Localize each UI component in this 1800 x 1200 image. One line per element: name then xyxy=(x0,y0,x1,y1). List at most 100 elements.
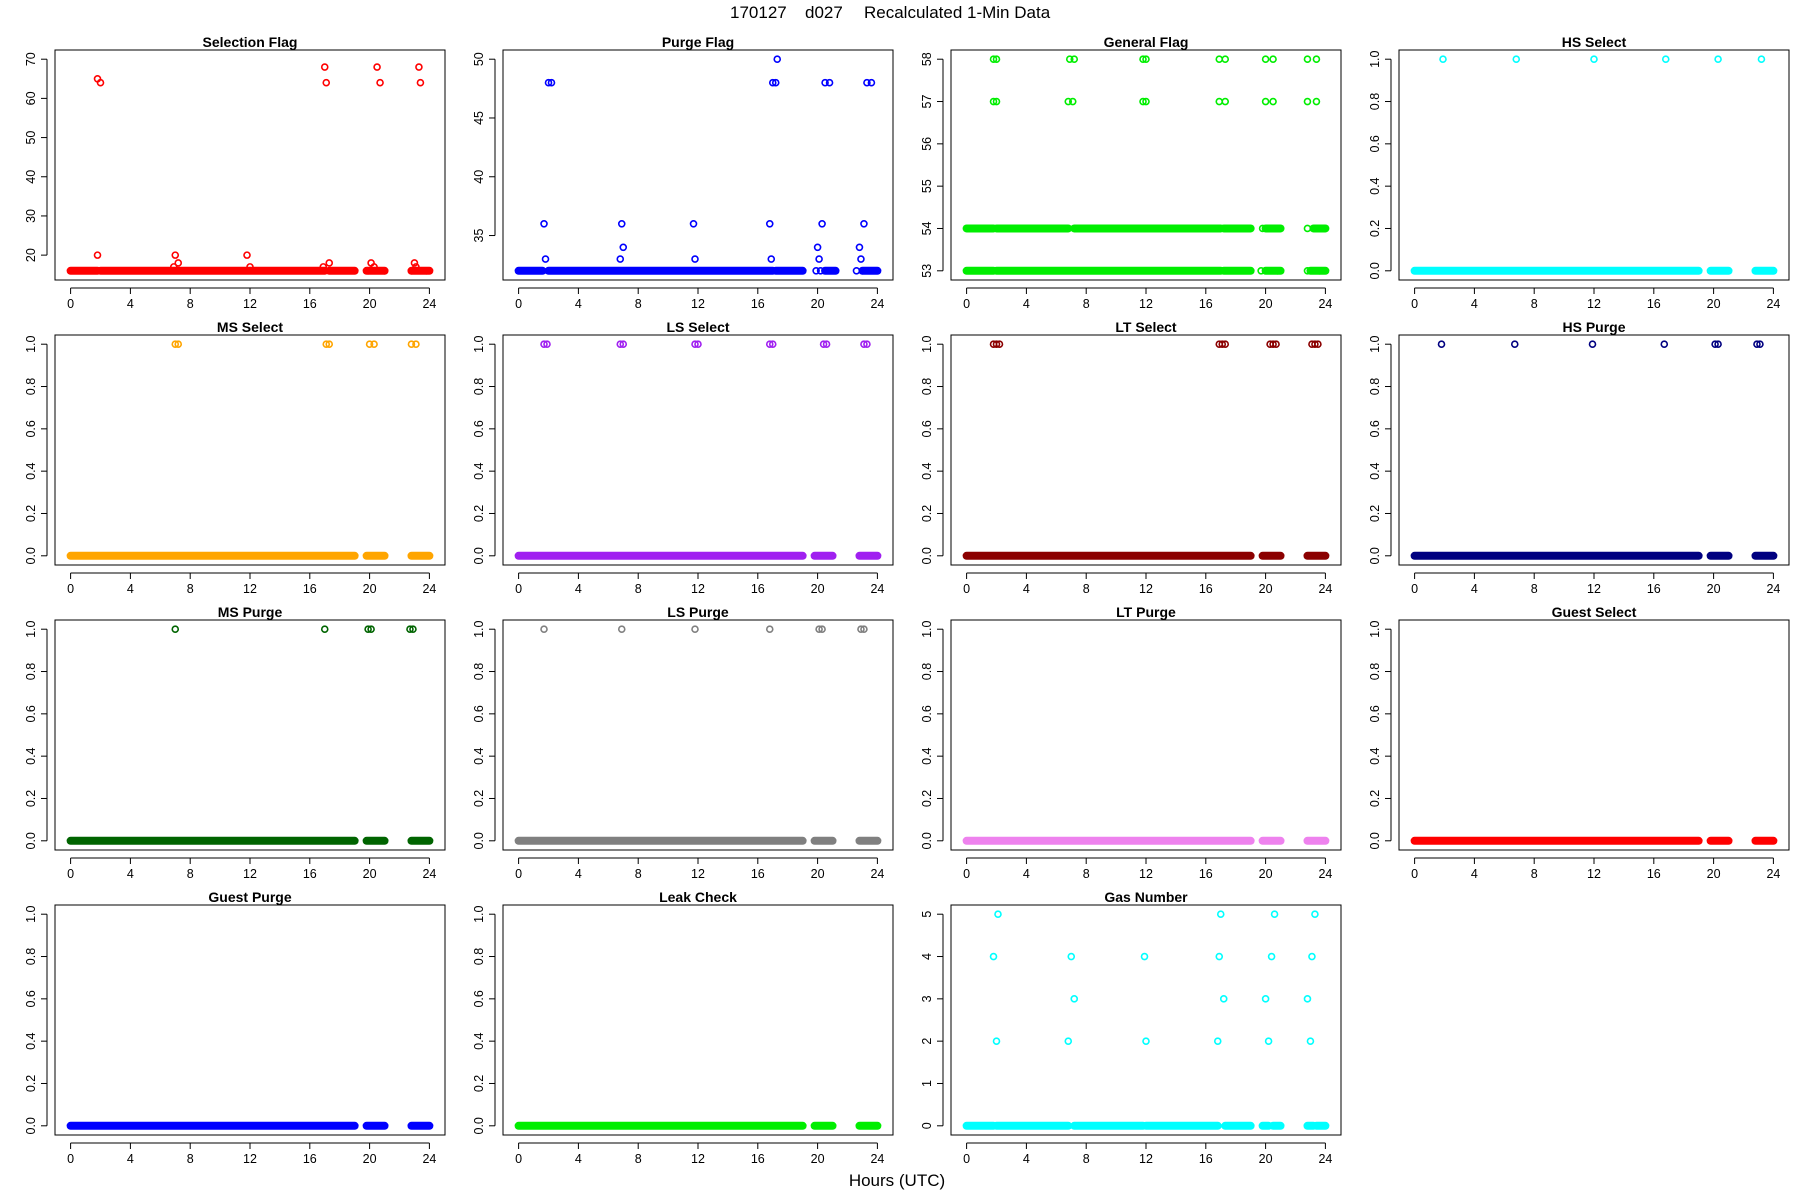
data-point xyxy=(1714,55,1722,64)
data-point xyxy=(994,910,1002,919)
data-point xyxy=(370,263,378,271)
x-tick-label: 16 xyxy=(1647,297,1661,311)
series-points xyxy=(1410,55,1778,275)
data-point xyxy=(857,625,865,634)
series-points xyxy=(514,340,882,560)
y-tick-label: 1.0 xyxy=(24,620,38,637)
data-point xyxy=(1269,55,1277,64)
data-point xyxy=(1064,1037,1073,1045)
data-point xyxy=(365,340,374,349)
panel-lt-select: LT Select 0 4 8 12 16 20 24 0.0 0.2 0.4 0.6 0.8 1.0 xyxy=(920,319,1342,596)
panel-purge-flag: Purge Flag 0 4 8 12 16 20 24 35 40 45 50 xyxy=(472,34,894,311)
panel-title: LS Select xyxy=(666,319,729,335)
x-tick-label: 12 xyxy=(1139,297,1153,311)
y-tick-label: 0.0 xyxy=(24,1117,38,1134)
data-point xyxy=(1261,55,1270,64)
x-tick-label: 0 xyxy=(67,582,74,596)
data-point xyxy=(1218,340,1227,349)
data-point xyxy=(1753,340,1761,349)
x-tick-label: 12 xyxy=(1587,867,1601,881)
panel-ms-purge: MS Purge 0 4 8 12 16 20 24 0.0 0.2 0.4 0.6 0.8 1.0 xyxy=(24,604,446,881)
data-point xyxy=(1215,952,1224,961)
data-point xyxy=(373,63,381,71)
data-point xyxy=(171,251,180,259)
data-point xyxy=(1070,55,1079,64)
data-point xyxy=(822,340,831,349)
series-points xyxy=(962,910,1330,1130)
data-point xyxy=(416,78,425,87)
data-point xyxy=(364,266,372,275)
data-point xyxy=(412,263,420,271)
y-tick-label: 60 xyxy=(24,91,38,105)
data-point xyxy=(96,78,105,87)
x-tick-label: 20 xyxy=(363,867,377,881)
data-point xyxy=(992,55,1001,64)
data-point xyxy=(863,340,871,349)
panel-title: Gas Number xyxy=(1104,889,1188,905)
y-axis: 0.0 0.2 0.4 0.6 0.8 1.0 xyxy=(920,620,944,849)
x-tick-label: 20 xyxy=(1707,297,1721,311)
data-point xyxy=(325,340,334,349)
y-tick-label: 0.6 xyxy=(24,990,38,1007)
y-tick-label: 1.0 xyxy=(1368,50,1382,67)
data-point xyxy=(860,340,868,349)
y-tick-label: 0.6 xyxy=(472,420,486,437)
figure-title-desc: Recalculated 1-Min Data xyxy=(864,3,1051,22)
data-point xyxy=(1139,55,1147,64)
y-tick-label: 70 xyxy=(24,52,38,66)
data-point xyxy=(1308,952,1316,961)
x-tick-label: 8 xyxy=(1083,867,1090,881)
y-tick-label: 0.8 xyxy=(472,948,486,965)
data-point xyxy=(1142,55,1150,64)
data-point xyxy=(989,97,998,106)
data-point xyxy=(541,255,550,263)
x-tick-label: 8 xyxy=(1531,297,1538,311)
data-point xyxy=(547,78,556,87)
x-tick-label: 0 xyxy=(515,582,522,596)
y-tick-label: 0.8 xyxy=(1368,93,1382,110)
data-point xyxy=(818,219,826,228)
data-point xyxy=(169,263,178,271)
y-tick-label: 1.0 xyxy=(920,620,934,637)
y-tick-label: 0.0 xyxy=(472,547,486,564)
x-tick-label: 8 xyxy=(1531,867,1538,881)
data-point xyxy=(1756,340,1764,349)
x-tick-label: 0 xyxy=(1411,297,1418,311)
x-tick-label: 4 xyxy=(1471,867,1478,881)
x-tick-label: 4 xyxy=(1023,1152,1030,1166)
panel-title: LS Purge xyxy=(667,604,729,620)
y-tick-label: 0.0 xyxy=(920,547,934,564)
y-tick-label: 55 xyxy=(920,179,934,193)
x-tick-label: 20 xyxy=(1259,1152,1273,1166)
panel-leak-check: Leak Check 0 4 8 12 16 20 24 0.0 0.2 0.4 0.6 0.8 1.0 xyxy=(472,889,894,1166)
y-tick-label: 0.2 xyxy=(472,790,486,807)
panel-title: MS Select xyxy=(217,319,283,335)
figure-title-date: 170127 xyxy=(730,3,787,22)
data-point xyxy=(376,78,384,87)
data-point xyxy=(691,340,699,349)
data-point xyxy=(1315,266,1324,275)
data-point xyxy=(1215,97,1224,106)
data-point xyxy=(773,55,782,64)
x-tick-label: 8 xyxy=(187,867,194,881)
y-tick-label: 0.4 xyxy=(1368,462,1382,479)
x-axis-label: Hours (UTC) xyxy=(849,1171,945,1190)
series-points xyxy=(66,625,434,845)
y-tick-label: 0.2 xyxy=(920,505,934,522)
x-axis: 0 4 8 12 16 20 24 xyxy=(515,572,884,596)
panel-ls-select: LS Select 0 4 8 12 16 20 24 0.0 0.2 0.4 0.6 0.8 1.0 xyxy=(472,319,894,596)
data-point xyxy=(819,340,828,349)
y-tick-label: 0.8 xyxy=(1368,378,1382,395)
y-tick-label: 0.2 xyxy=(24,790,38,807)
y-tick-label: 0.6 xyxy=(24,705,38,722)
data-point xyxy=(1257,266,1265,275)
plot-frame xyxy=(950,49,1342,281)
data-point xyxy=(767,255,776,263)
series-points xyxy=(962,55,1330,275)
x-tick-label: 4 xyxy=(127,867,134,881)
data-point xyxy=(1312,97,1321,106)
y-axis: 0 1 2 3 4 5 xyxy=(920,911,944,1129)
y-tick-label: 50 xyxy=(472,52,486,66)
y-tick-label: 1.0 xyxy=(1368,335,1382,352)
data-point xyxy=(325,259,334,267)
